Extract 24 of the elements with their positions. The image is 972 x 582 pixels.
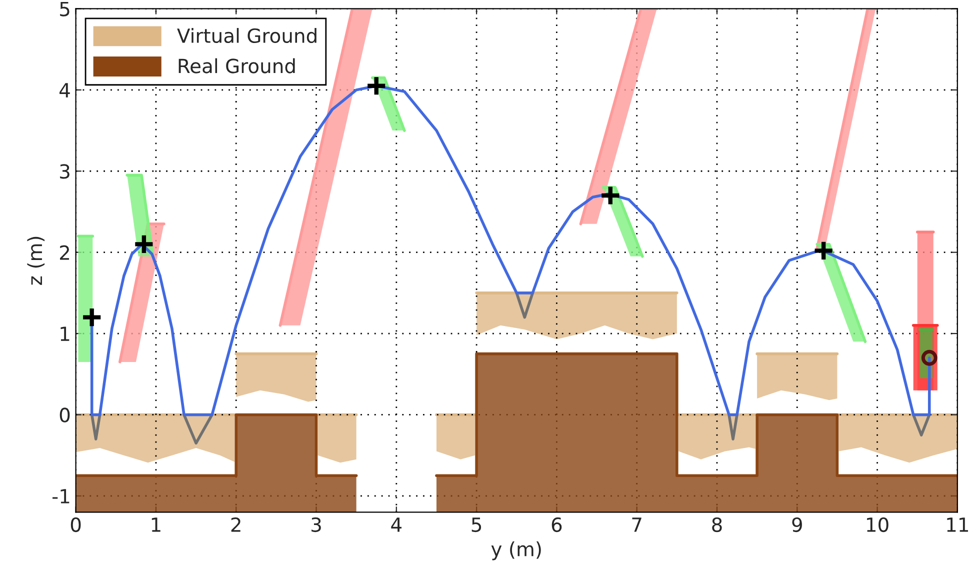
legend-label: Real Ground (178, 58, 295, 74)
x-tick-label: 8 (712, 517, 722, 532)
x-tick-label: 5 (472, 518, 482, 532)
x-tick-label: 4 (391, 518, 402, 532)
x-tick-label: 2 (231, 517, 240, 532)
x-tick-label: 0 (70, 517, 81, 532)
x-tick-label: 10 (867, 517, 888, 532)
y-tick-label: 4 (60, 83, 70, 98)
x-tick-label: 6 (552, 517, 562, 532)
x-tick-label: 1 (152, 518, 160, 532)
y-tick-label: 3 (60, 164, 70, 179)
legend-label: Virtual Ground (177, 28, 316, 44)
x-axis-title: y (m) (491, 541, 541, 560)
y-tick-label: 5 (60, 2, 70, 16)
y-tick-label: 1 (60, 326, 70, 341)
y-tick-label: 0 (60, 408, 70, 422)
point (600, 184, 622, 206)
x-tick-label: 9 (792, 517, 802, 532)
y-tick-label: 2 (60, 245, 70, 260)
y-axis-title: z (m) (27, 236, 45, 285)
y-tick-label: -1 (52, 489, 70, 504)
x-tick-label: 3 (312, 517, 321, 532)
x-tick-label: 7 (632, 518, 642, 532)
x-tick-label: 11 (947, 518, 968, 532)
